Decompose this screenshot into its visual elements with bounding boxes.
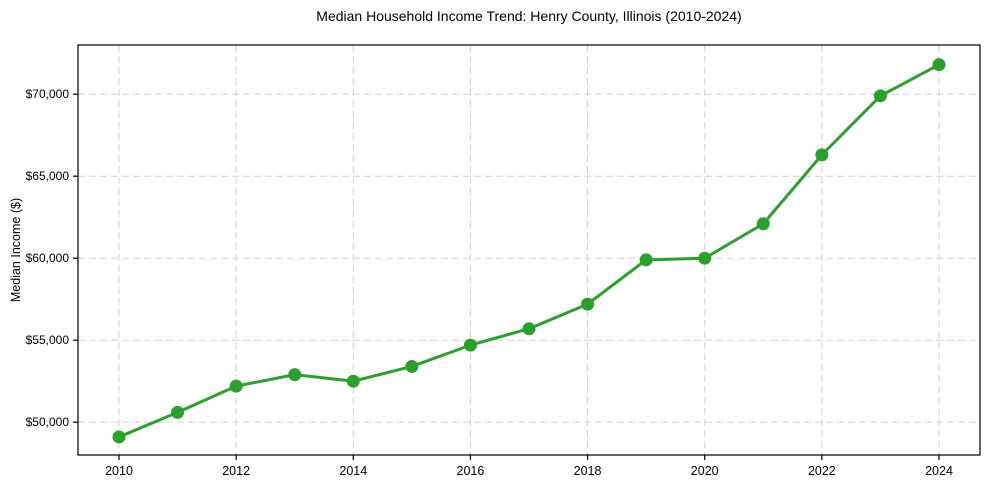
data-point [932,58,946,72]
x-tick-label: 2018 [574,464,602,478]
data-point [171,405,185,419]
data-point [229,379,243,393]
data-point [112,430,126,444]
y-tick-label: $60,000 [26,251,70,265]
y-tick-label: $55,000 [26,333,70,347]
plot-border [77,44,981,456]
x-tick-label: 2024 [925,464,953,478]
data-point [405,359,419,373]
chart-title: Median Household Income Trend: Henry Cou… [316,8,742,24]
x-tick-label: 2014 [339,464,367,478]
data-point [639,253,653,267]
data-point [288,368,302,382]
gridlines [78,45,980,455]
data-point [346,374,360,388]
data-point [815,148,829,162]
data-point [463,338,477,352]
y-tick-label: $50,000 [26,415,70,429]
data-point [522,322,536,336]
data-point [581,297,595,311]
data-points [112,58,946,444]
x-axis: 2010 2012 2014 2016 2018 2020 2022 2024 [105,455,953,478]
y-tick-label: $65,000 [26,169,70,183]
y-tick-label: $70,000 [26,87,70,101]
x-tick-label: 2022 [808,464,836,478]
data-point [698,251,712,265]
data-point [756,217,770,231]
x-tick-label: 2012 [222,464,250,478]
y-axis: $50,000 $55,000 $60,000 $65,000 $70,000 [26,87,78,429]
x-tick-label: 2020 [691,464,719,478]
data-line [117,63,941,439]
x-tick-label: 2016 [457,464,485,478]
x-tick-label: 2010 [105,464,133,478]
data-point [873,89,887,103]
